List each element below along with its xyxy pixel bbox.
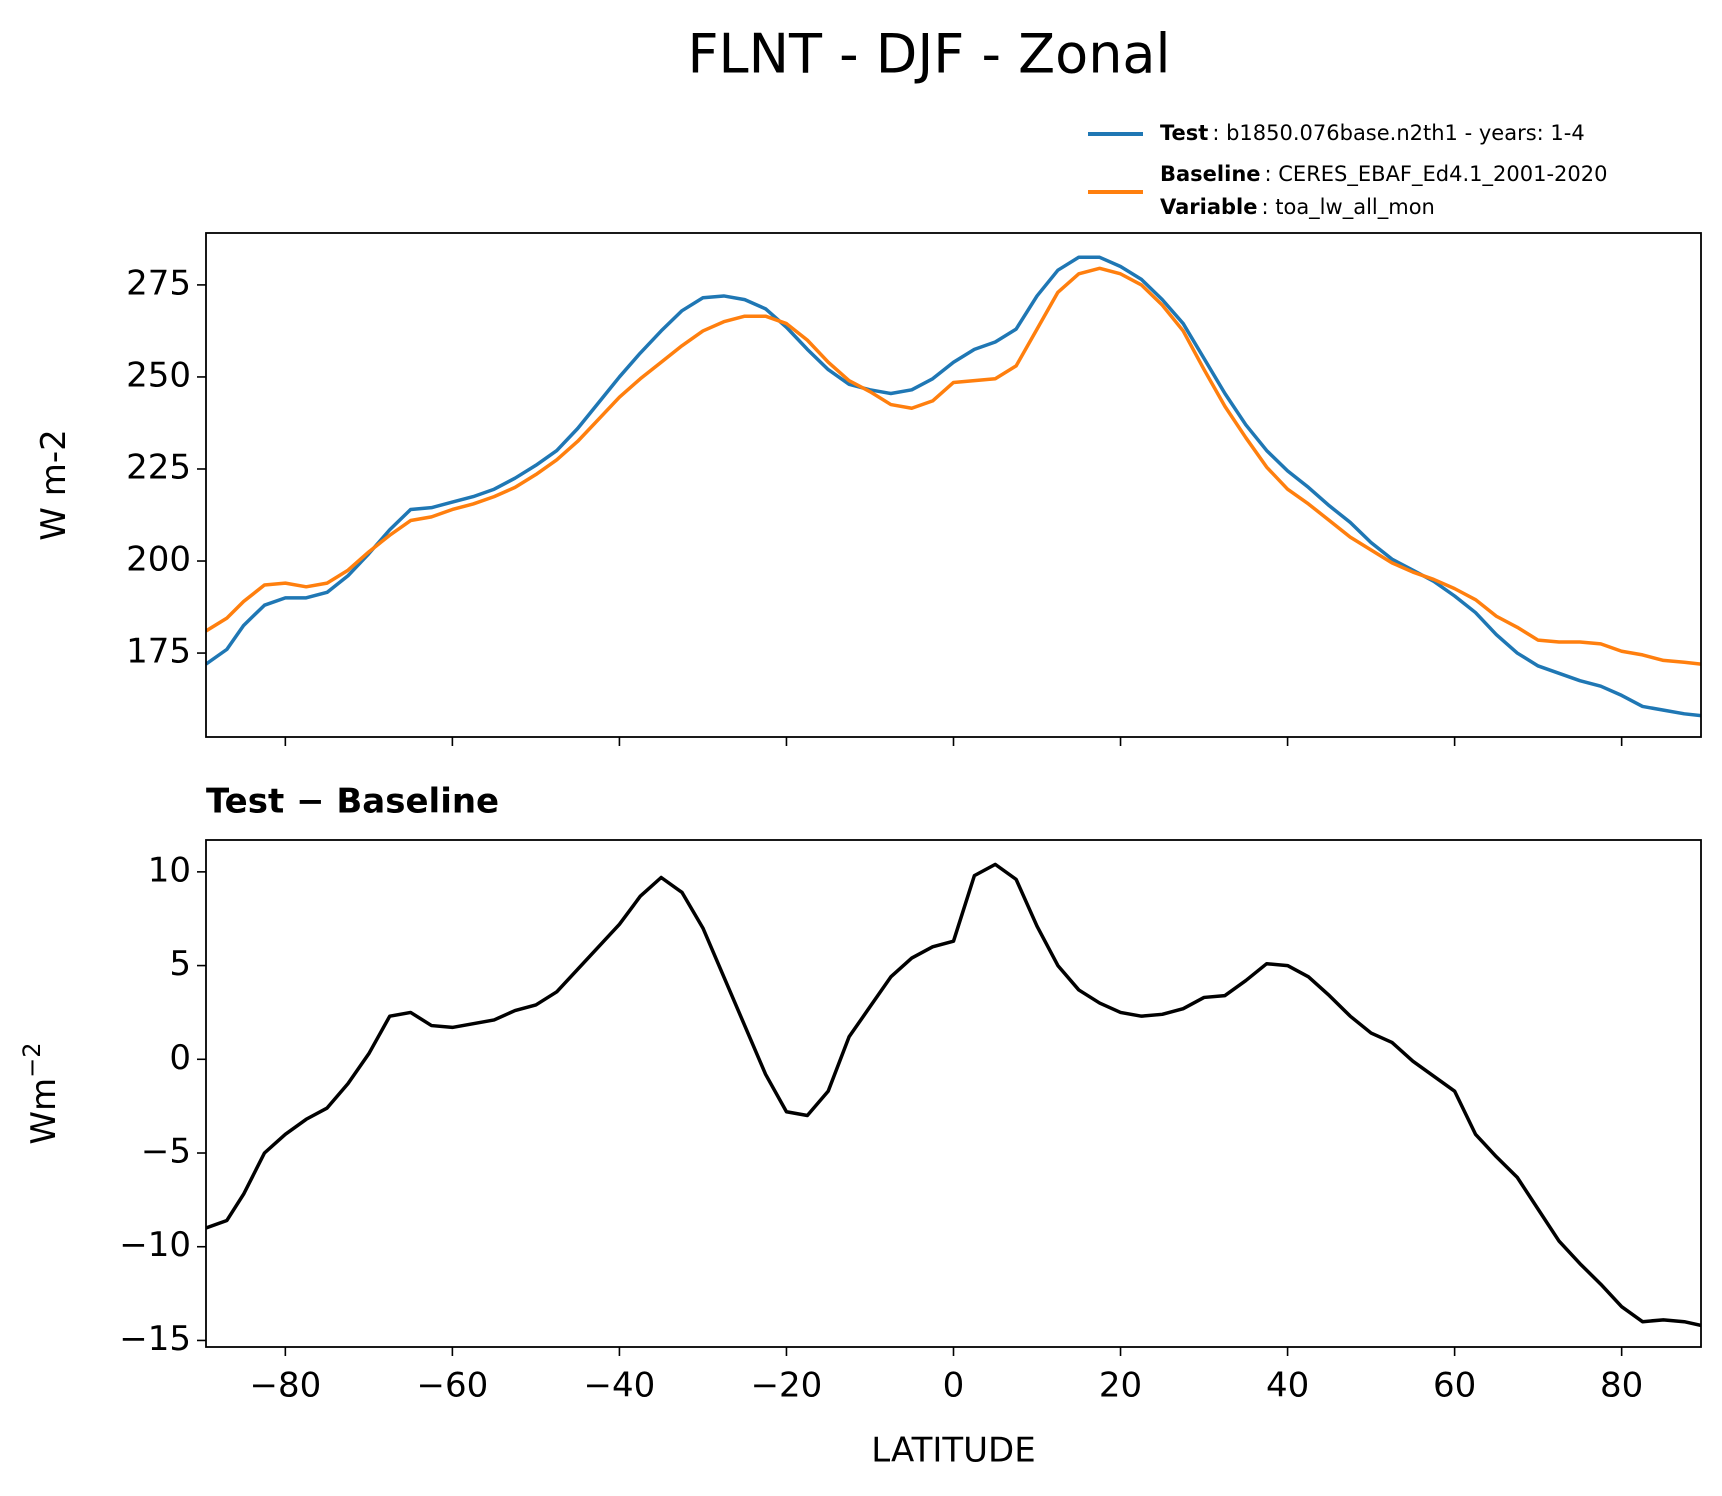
x-tick-label: 20	[1099, 1366, 1142, 1406]
y-tick-label: 10	[148, 850, 191, 890]
y-tick-label: 5	[169, 944, 191, 984]
axes-frame	[205, 232, 1702, 738]
legend-name: Variable	[1160, 195, 1257, 219]
x-tick-label: 60	[1433, 1366, 1476, 1406]
chart-title: FLNT - DJF - Zonal	[687, 23, 1170, 86]
legend-name: Test	[1160, 121, 1208, 145]
y-axis-label-text: Wm	[24, 1078, 64, 1145]
y-tick-label: −10	[119, 1225, 191, 1265]
y-tick-label: 175	[126, 632, 191, 672]
x-tick-label: −40	[584, 1366, 656, 1406]
legend-entry: Variable: toa_lw_all_mon	[1160, 195, 1435, 220]
x-tick-label: 40	[1266, 1366, 1309, 1406]
legend-label: : CERES_EBAF_Ed4.1_2001-2020	[1265, 162, 1608, 187]
y-tick-label: −5	[141, 1132, 191, 1172]
legend-entry: Baseline: CERES_EBAF_Ed4.1_2001-2020	[1160, 162, 1607, 187]
y-axis-label: Wm−2	[18, 1042, 64, 1144]
y-tick-label: 225	[126, 447, 191, 487]
legend-name: Baseline	[1160, 162, 1261, 186]
x-tick-label: −80	[249, 1366, 321, 1406]
subplot-title: Test − Baseline	[206, 782, 499, 822]
x-tick-label: −20	[751, 1366, 823, 1406]
data-line	[206, 255, 1701, 718]
y-axis-label-superscript: −2	[18, 1042, 46, 1077]
y-tick-label: 0	[169, 1038, 191, 1078]
y-axis-label: W m-2	[34, 429, 74, 540]
y-axis-label-text: W m-2	[34, 429, 74, 540]
y-tick-label: −15	[119, 1319, 191, 1359]
x-tick-label: −60	[416, 1366, 488, 1406]
y-tick-label: 250	[126, 355, 191, 395]
y-tick-label: 275	[126, 263, 191, 303]
x-axis-label: LATITUDE	[871, 1431, 1035, 1471]
legend-label: : toa_lw_all_mon	[1261, 195, 1434, 220]
y-tick-label: 200	[126, 540, 191, 580]
legend-entry: Test: b1850.076base.n2th1 - years: 1-4	[1160, 121, 1585, 145]
data-line	[206, 266, 1701, 666]
x-tick-label: 80	[1600, 1366, 1643, 1406]
axes-frame	[205, 839, 1702, 1348]
x-tick-label: 0	[943, 1366, 965, 1406]
data-line	[206, 862, 1701, 1328]
legend-label: : b1850.076base.n2th1 - years: 1-4	[1212, 121, 1584, 145]
